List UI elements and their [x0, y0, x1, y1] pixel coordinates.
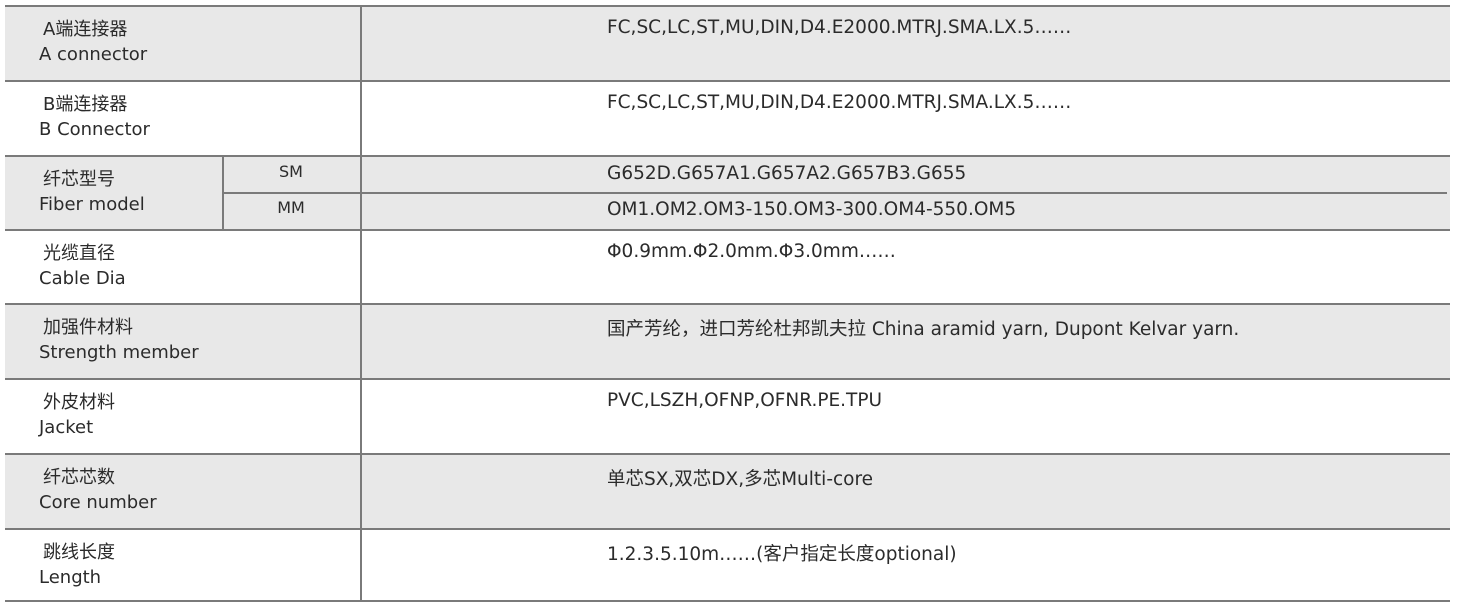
row-value: OM1.OM2.OM3-150.OM3-300.OM4-550.OM5: [607, 199, 1017, 220]
column-divider: [360, 530, 362, 600]
fiber-type: MM: [277, 198, 305, 217]
column-divider: [360, 7, 362, 80]
label-zh: 跳线长度: [43, 542, 115, 563]
column-divider: [360, 231, 362, 303]
table-row-cable-dia: 光缆直径 Cable Dia Φ0.9mm.Φ2.0mm.Φ3.0mm……: [5, 229, 1450, 303]
row-label: 外皮材料 Jacket: [39, 390, 115, 440]
table-row-length: 跳线长度 Length 1.2.3.5.10m……(客户指定长度optional): [5, 528, 1450, 602]
label-en: B Connector: [39, 119, 150, 140]
label-en: Length: [39, 567, 102, 588]
label-en: Cable Dia: [39, 268, 126, 289]
table-row-jacket: 外皮材料 Jacket PVC,LSZH,OFNP,OFNR.PE.TPU: [5, 378, 1450, 453]
label-en: Jacket: [39, 417, 94, 438]
label-zh: 纤芯型号: [43, 169, 115, 190]
label-zh: B端连接器: [43, 94, 128, 115]
label-zh: 外皮材料: [43, 392, 115, 413]
sub-row-mm: MM OM1.OM2.OM3-150.OM3-300.OM4-550.OM5: [222, 193, 1450, 229]
row-value: 国产芳纶，进口芳纶杜邦凯夫拉 China aramid yarn, Dupont…: [607, 319, 1240, 340]
row-value: PVC,LSZH,OFNP,OFNR.PE.TPU: [607, 390, 883, 411]
column-divider: [360, 305, 362, 378]
row-label: 纤芯型号 Fiber model: [39, 167, 145, 217]
sub-row-sm: SM G652D.G657A1.G657A2.G657B3.G655: [222, 157, 1450, 193]
table-row-a-connector: A端连接器 A connector FC,SC,LC,ST,MU,DIN,D4.E…: [5, 5, 1450, 80]
row-value: FC,SC,LC,ST,MU,DIN,D4.E2000.MTRJ.SMA.LX.…: [607, 92, 1072, 113]
row-value: FC,SC,LC,ST,MU,DIN,D4.E2000.MTRJ.SMA.LX.…: [607, 17, 1072, 38]
label-zh: A端连接器: [43, 19, 128, 40]
sub-row-divider: [222, 192, 1447, 194]
label-en: Fiber model: [39, 194, 145, 215]
row-value: Φ0.9mm.Φ2.0mm.Φ3.0mm……: [607, 241, 896, 262]
row-label: 加强件材料 Strength member: [39, 315, 199, 365]
table-row-strength-member: 加强件材料 Strength member 国产芳纶，进口芳纶杜邦凯夫拉 Chin…: [5, 303, 1450, 378]
label-en: Core number: [39, 492, 157, 513]
label-en: A connector: [39, 44, 148, 65]
table-row-b-connector: B端连接器 B Connector FC,SC,LC,ST,MU,DIN,D4.E…: [5, 80, 1450, 155]
column-divider: [360, 380, 362, 453]
row-label: 纤芯芯数 Core number: [39, 465, 157, 515]
row-label: B端连接器 B Connector: [39, 92, 150, 142]
label-zh: 纤芯芯数: [43, 467, 115, 488]
row-value: 1.2.3.5.10m……(客户指定长度optional): [607, 544, 957, 565]
row-label: 光缆直径 Cable Dia: [39, 241, 126, 291]
column-divider: [360, 455, 362, 528]
fiber-type: SM: [279, 162, 303, 181]
table-row-core-number: 纤芯芯数 Core number 单芯SX,双芯DX,多芯Multi-core: [5, 453, 1450, 528]
label-en: Strength member: [39, 342, 199, 363]
table-row-fiber-model: 纤芯型号 Fiber model SM G652D.G657A1.G657A2.G…: [5, 155, 1450, 229]
label-zh: 光缆直径: [43, 243, 115, 264]
label-zh: 加强件材料: [43, 317, 133, 338]
column-divider: [360, 82, 362, 155]
row-value: G652D.G657A1.G657A2.G657B3.G655: [607, 163, 967, 184]
row-label: A端连接器 A connector: [39, 17, 147, 67]
row-value: 单芯SX,双芯DX,多芯Multi-core: [607, 469, 874, 490]
row-label: 跳线长度 Length: [39, 540, 115, 590]
